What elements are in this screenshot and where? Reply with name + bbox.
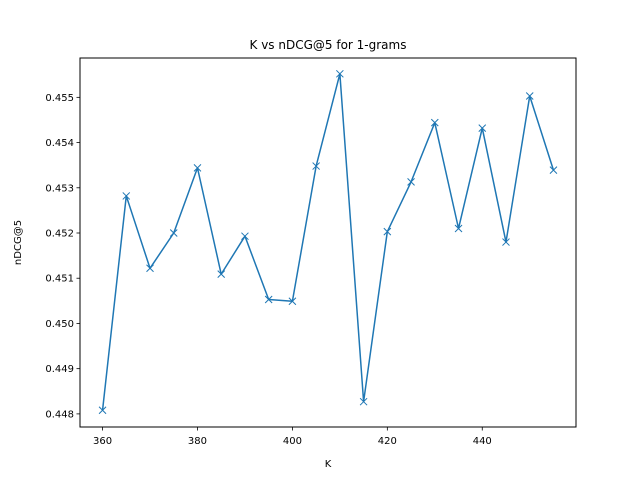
data-point xyxy=(146,264,154,273)
y-tick-label: 0.453 xyxy=(45,183,74,194)
data-point xyxy=(430,118,439,127)
data-point xyxy=(478,124,487,132)
x-axis: 360 380 400 420 440 xyxy=(93,427,492,447)
data-point xyxy=(217,270,226,279)
y-tick-label: 0.452 xyxy=(45,229,74,240)
plot-area xyxy=(98,69,558,415)
data-point xyxy=(122,192,131,200)
data-point xyxy=(407,178,415,186)
data-point xyxy=(359,397,368,406)
y-tick-label: 0.448 xyxy=(45,409,74,420)
x-tick-label: 420 xyxy=(378,436,397,447)
chart-title: K vs nDCG@5 for 1-grams xyxy=(250,38,407,52)
data-point xyxy=(383,227,392,236)
x-tick-label: 440 xyxy=(473,436,492,447)
y-tick-label: 0.451 xyxy=(45,274,74,285)
data-point xyxy=(98,406,107,415)
y-tick-label: 0.455 xyxy=(45,93,74,104)
data-point xyxy=(549,166,558,175)
x-tick-label: 380 xyxy=(188,436,207,447)
x-tick-label: 360 xyxy=(93,436,112,447)
data-point xyxy=(312,162,320,170)
data-point xyxy=(241,232,249,241)
data-point xyxy=(454,224,463,233)
data-point xyxy=(193,164,202,172)
y-tick-label: 0.449 xyxy=(45,364,74,375)
x-axis-label: K xyxy=(325,459,332,470)
y-axis-label: nDCG@5 xyxy=(13,220,24,265)
data-point xyxy=(264,295,273,304)
y-tick-label: 0.454 xyxy=(45,138,74,149)
axes-frame xyxy=(79,57,577,428)
data-point xyxy=(288,297,297,306)
data-point xyxy=(502,238,510,246)
data-point xyxy=(525,92,534,100)
data-point xyxy=(336,69,344,78)
y-tick-label: 0.450 xyxy=(45,319,74,330)
data-point xyxy=(169,229,178,237)
y-axis: 0.448 0.449 0.450 0.451 0.452 0.453 0.454 0.455 xyxy=(45,93,80,420)
series-line xyxy=(101,73,555,411)
x-tick-label: 400 xyxy=(283,436,302,447)
